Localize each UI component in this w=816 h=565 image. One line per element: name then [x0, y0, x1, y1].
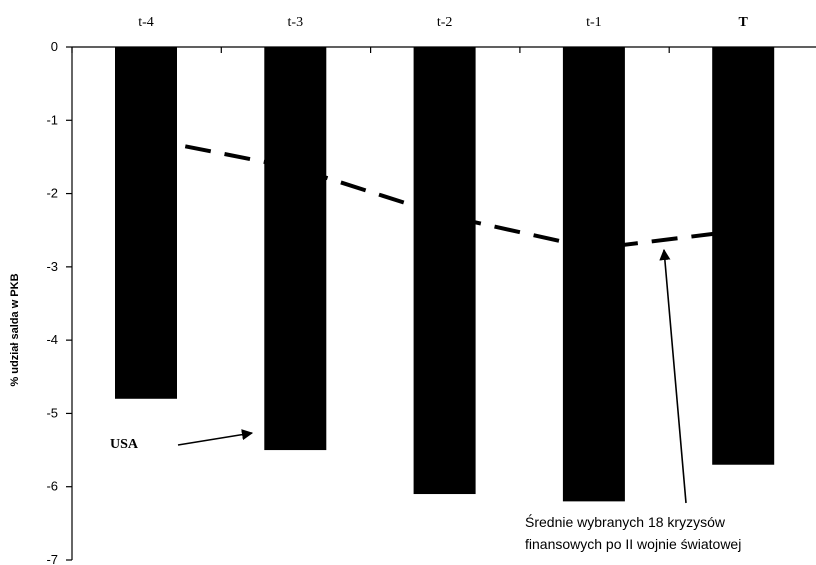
- bar-t-1: [562, 47, 625, 502]
- y-tick-label: 0: [51, 39, 58, 54]
- y-tick-label: -5: [46, 405, 58, 420]
- y-tick-label: -3: [46, 259, 58, 274]
- bar-t-4: [115, 47, 177, 399]
- average-line: [145, 136, 744, 251]
- x-tick-label: t-4: [138, 15, 154, 30]
- x-tick-label: t-1: [586, 15, 602, 30]
- average-series-line: [145, 136, 744, 251]
- average-annotation-line2: finansowych po II wojnie światowej: [525, 536, 741, 552]
- y-tick-labels: 0 -1 -2 -3 -4 -5 -6 -7: [46, 39, 58, 565]
- x-tick-labels: t-4 t-3 t-2 t-1 T: [138, 15, 748, 30]
- x-tick-label: t-3: [288, 15, 304, 30]
- y-tick-label: -4: [46, 332, 58, 347]
- bar-t-3: [264, 47, 327, 451]
- x-tick-label: t-2: [437, 15, 453, 30]
- usa-annotation-label: USA: [110, 437, 139, 452]
- y-tick-label: -1: [46, 112, 58, 127]
- average-annotation-arrow: [659, 248, 687, 504]
- y-tick-label: -7: [46, 552, 58, 565]
- y-tick-label: -6: [46, 479, 58, 494]
- y-tick-label: -2: [46, 186, 58, 201]
- bar-t-2: [413, 47, 476, 495]
- annotations: USA Średnie wybranych 18 kryzysów finans…: [110, 248, 741, 552]
- y-axis-label: % udział salda w PKB: [9, 273, 21, 386]
- x-tick-label: T: [739, 15, 749, 30]
- usa-annotation-arrow: [177, 429, 254, 446]
- bars: [115, 47, 775, 502]
- bar-T: [712, 47, 775, 465]
- axes: [66, 46, 816, 561]
- average-annotation-line1: Średnie wybranych 18 kryzysów: [525, 513, 726, 530]
